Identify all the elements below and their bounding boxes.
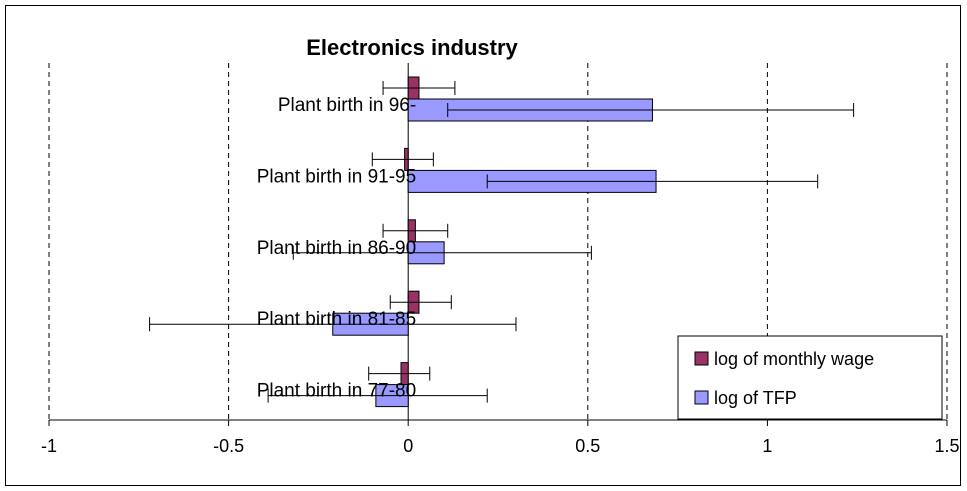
- bar-chart: -1 -0.5 0 0.5 1 1.5 Plant birth in 96-Plant b…: [41, 35, 960, 456]
- chart-frame: -1 -0.5 0 0.5 1 1.5 Plant birth in 96- Plant b…: [5, 5, 961, 486]
- category-label: Plant birth in 81-85: [257, 309, 417, 330]
- legend-swatch-tfp: [694, 390, 709, 405]
- chart-title: Electronics industry: [306, 35, 518, 60]
- category-labels: Plant birth in 96- Plant birth in 91-95 Pl…: [257, 95, 417, 402]
- x-axis: -1 -0.5 0 0.5 1 1.5: [41, 419, 960, 456]
- legend-label-wage: log of monthly wage: [714, 349, 874, 369]
- legend-box: [677, 335, 943, 420]
- error-bars: [149, 81, 855, 403]
- x-tick-label: -1: [41, 436, 57, 456]
- x-tick-label: 1: [762, 436, 772, 456]
- x-tick-label: 0: [403, 436, 413, 456]
- x-tick-label: 1.5: [934, 436, 959, 456]
- x-tick-label: 0.5: [575, 436, 600, 456]
- legend: log of monthly wage log of TFP: [677, 335, 943, 420]
- category-label: Plant birth in 96-: [278, 95, 416, 116]
- x-tick-label: -0.5: [213, 436, 244, 456]
- legend-swatch-wage: [694, 351, 709, 366]
- category-label: Plant birth in 91-95: [257, 166, 417, 187]
- category-label: Plant birth in 77-80: [257, 381, 417, 402]
- category-label: Plant birth in 86-90: [257, 238, 417, 259]
- legend-label-tfp: log of TFP: [714, 388, 797, 408]
